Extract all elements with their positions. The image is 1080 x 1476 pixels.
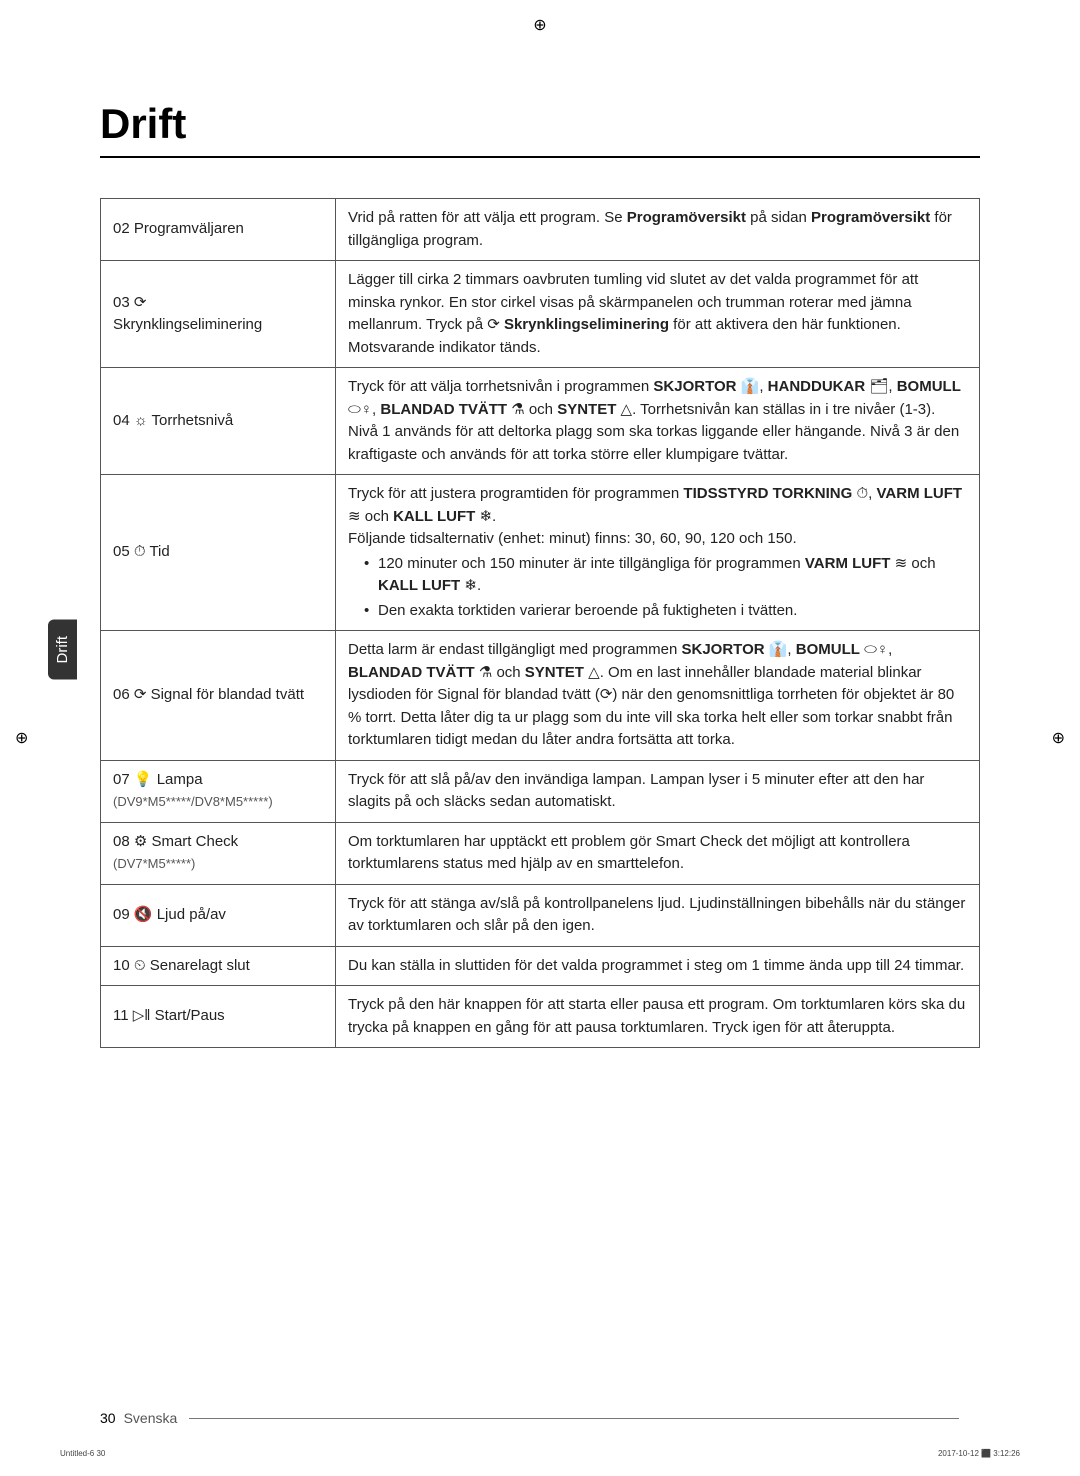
- row-content: Tryck för att välja torrhetsnivån i prog…: [336, 368, 980, 475]
- table-row: 11 ▷‖ Start/PausTryck på den här knappen…: [101, 986, 980, 1048]
- table-row: 04 ☼ TorrhetsnivåTryck för att välja tor…: [101, 368, 980, 475]
- row-content: Tryck för att justera programtiden för p…: [336, 475, 980, 631]
- row-content: Tryck på den här knappen för att starta …: [336, 986, 980, 1048]
- page-content: Drift Drift 02 ProgramväljarenVrid på ra…: [0, 0, 1080, 1476]
- table-row: 07 💡 Lampa(DV9*M5*****/DV8*M5*****)Tryck…: [101, 760, 980, 822]
- tiny-footer-right: 2017-10-12 ⬛ 3:12:26: [938, 1449, 1020, 1458]
- footer-line: [189, 1418, 959, 1419]
- row-label: 11 ▷‖ Start/Paus: [101, 986, 336, 1048]
- row-label: 04 ☼ Torrhetsnivå: [101, 368, 336, 475]
- table-row: 08 ⚙ Smart Check(DV7*M5*****)Om torktuml…: [101, 822, 980, 884]
- row-content: Tryck för att slå på/av den invändiga la…: [336, 760, 980, 822]
- settings-table: 02 ProgramväljarenVrid på ratten för att…: [100, 198, 980, 1048]
- table-row: 09 🔇 Ljud på/avTryck för att stänga av/s…: [101, 884, 980, 946]
- title-underline: [100, 156, 980, 158]
- row-label: 10 ⏲ Senarelagt slut: [101, 946, 336, 986]
- page-footer: 30 Svenska: [100, 1410, 959, 1426]
- row-label: 03 ⟳Skrynklingseliminering: [101, 261, 336, 368]
- row-label: 09 🔇 Ljud på/av: [101, 884, 336, 946]
- row-label: 08 ⚙ Smart Check(DV7*M5*****): [101, 822, 336, 884]
- table-row: 06 ⟳ Signal för blandad tvättDetta larm …: [101, 631, 980, 761]
- row-content: Du kan ställa in sluttiden för det valda…: [336, 946, 980, 986]
- table-row: 03 ⟳SkrynklingselimineringLägger till ci…: [101, 261, 980, 368]
- row-label: 05 ⏱ Tid: [101, 475, 336, 631]
- table-row: 05 ⏱ TidTryck för att justera programtid…: [101, 475, 980, 631]
- row-content: Om torktumlaren har upptäckt ett problem…: [336, 822, 980, 884]
- row-content: Detta larm är endast tillgängligt med pr…: [336, 631, 980, 761]
- row-content: Vrid på ratten för att välja ett program…: [336, 199, 980, 261]
- page-number: 30: [100, 1410, 116, 1426]
- table-row: 02 ProgramväljarenVrid på ratten för att…: [101, 199, 980, 261]
- row-content: Tryck för att stänga av/slå på kontrollp…: [336, 884, 980, 946]
- page-title: Drift: [100, 100, 980, 148]
- row-content: Lägger till cirka 2 timmars oavbruten tu…: [336, 261, 980, 368]
- row-label: 06 ⟳ Signal för blandad tvätt: [101, 631, 336, 761]
- row-label: 02 Programväljaren: [101, 199, 336, 261]
- side-tab: Drift: [48, 620, 77, 680]
- page-language: Svenska: [124, 1410, 178, 1426]
- row-label: 07 💡 Lampa(DV9*M5*****/DV8*M5*****): [101, 760, 336, 822]
- tiny-footer-left: Untitled-6 30: [60, 1449, 105, 1458]
- table-row: 10 ⏲ Senarelagt slutDu kan ställa in slu…: [101, 946, 980, 986]
